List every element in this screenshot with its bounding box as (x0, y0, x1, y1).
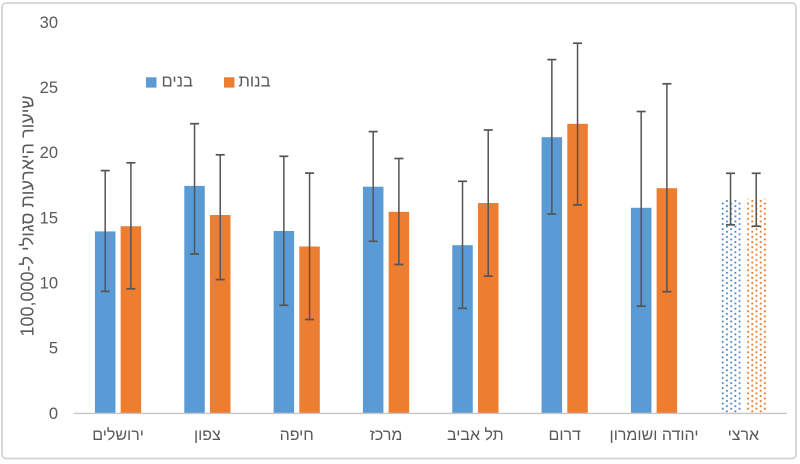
svg-text:0: 0 (49, 405, 58, 423)
svg-text:5: 5 (49, 340, 58, 358)
svg-text:ירושלים: ירושלים (92, 426, 144, 444)
svg-text:30: 30 (40, 14, 58, 32)
svg-text:שיעור היארעות סגולי ל-100,000: שיעור היארעות סגולי ל-100,000 (18, 95, 38, 336)
svg-text:10: 10 (40, 274, 58, 292)
svg-text:בנים: בנים (162, 73, 194, 91)
svg-text:יהודה ושומרון: יהודה ושומרון (610, 427, 699, 444)
svg-text:מרכז: מרכז (370, 427, 403, 444)
svg-text:ארצי: ארצי (728, 427, 759, 444)
svg-text:15: 15 (40, 209, 58, 227)
svg-text:תל אביב: תל אביב (447, 426, 504, 444)
svg-text:20: 20 (40, 144, 58, 162)
svg-text:צפון: צפון (194, 427, 221, 444)
svg-text:חיפה: חיפה (280, 427, 314, 444)
svg-text:דרום: דרום (548, 427, 581, 444)
svg-text:בנות: בנות (239, 73, 271, 91)
svg-text:25: 25 (40, 79, 58, 97)
